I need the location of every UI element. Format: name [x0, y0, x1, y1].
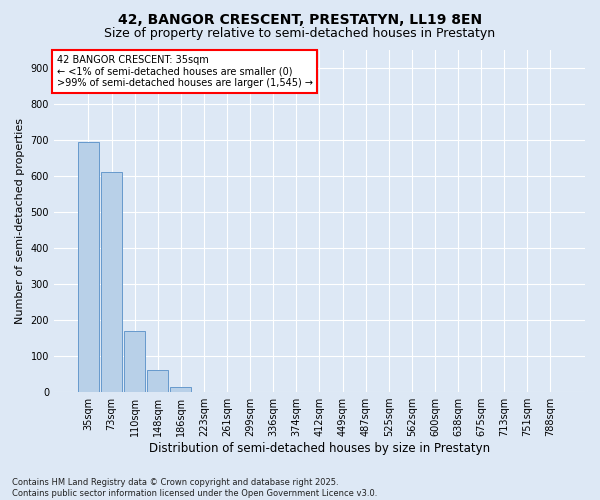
- Text: Size of property relative to semi-detached houses in Prestatyn: Size of property relative to semi-detach…: [104, 28, 496, 40]
- X-axis label: Distribution of semi-detached houses by size in Prestatyn: Distribution of semi-detached houses by …: [149, 442, 490, 455]
- Bar: [170, 388, 191, 392]
- Bar: [78, 142, 99, 392]
- Text: 42 BANGOR CRESCENT: 35sqm
← <1% of semi-detached houses are smaller (0)
>99% of : 42 BANGOR CRESCENT: 35sqm ← <1% of semi-…: [56, 55, 313, 88]
- Y-axis label: Number of semi-detached properties: Number of semi-detached properties: [15, 118, 25, 324]
- Text: 42, BANGOR CRESCENT, PRESTATYN, LL19 8EN: 42, BANGOR CRESCENT, PRESTATYN, LL19 8EN: [118, 12, 482, 26]
- Text: Contains HM Land Registry data © Crown copyright and database right 2025.
Contai: Contains HM Land Registry data © Crown c…: [12, 478, 377, 498]
- Bar: [124, 331, 145, 392]
- Bar: [148, 370, 168, 392]
- Bar: [101, 172, 122, 392]
